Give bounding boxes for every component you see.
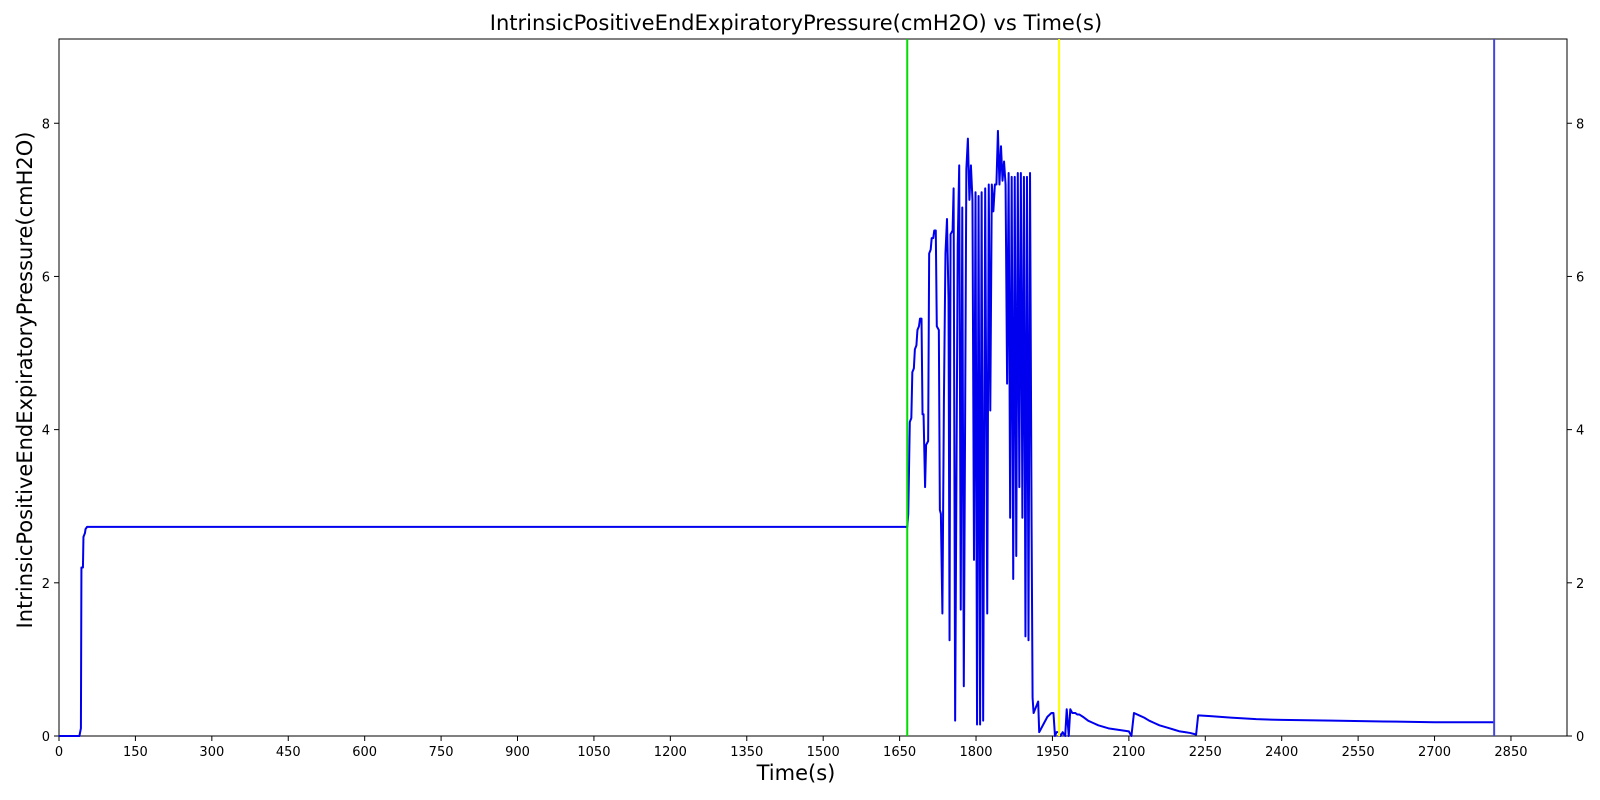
x-tick-label: 2250 [1189, 745, 1222, 760]
y-axis-label: IntrinsicPositiveEndExpiratoryPressure(c… [13, 132, 37, 629]
x-tick-label: 2400 [1265, 745, 1298, 760]
x-tick-label: 2850 [1494, 745, 1527, 760]
x-tick-label: 1800 [959, 745, 992, 760]
y-tick-label-right: 0 [1576, 730, 1584, 745]
plot-area: 0 150 300 450 600 750 900 1050 1200 1350 1500 1650 1… [42, 38, 1584, 760]
y-tick-label-left: 4 [42, 424, 50, 439]
x-tick-label: 750 [429, 745, 454, 760]
x-tick-label: 150 [123, 745, 148, 760]
x-tick-label: 900 [505, 745, 530, 760]
plot-frame [58, 38, 1568, 737]
y-tick-label-left: 6 [42, 270, 50, 285]
y-tick-label-right: 4 [1576, 424, 1584, 439]
x-tick-label: 0 [55, 745, 63, 760]
y-tick-label-left: 2 [42, 577, 50, 592]
y-tick-label-right: 2 [1576, 577, 1584, 592]
x-tick-label: 1650 [883, 745, 916, 760]
x-tick-label: 2550 [1342, 745, 1375, 760]
y-tick-label-left: 0 [42, 730, 50, 745]
chart-title: IntrinsicPositiveEndExpiratoryPressure(c… [490, 11, 1102, 35]
x-tick-label: 450 [276, 745, 301, 760]
x-tick-label: 1950 [1036, 745, 1069, 760]
x-tick-label: 1350 [730, 745, 763, 760]
series-line-0 [59, 129, 1495, 737]
x-tick-label: 1200 [654, 745, 687, 760]
x-axis-label: Time(s) [756, 761, 836, 785]
x-tick-label: 300 [199, 745, 224, 760]
x-tick-label: 2100 [1112, 745, 1145, 760]
y-tick-label-left: 8 [42, 117, 50, 132]
y-tick-label-right: 6 [1576, 270, 1584, 285]
x-tick-label: 2700 [1418, 745, 1451, 760]
x-tick-label: 1050 [577, 745, 610, 760]
x-tick-label: 600 [352, 745, 377, 760]
x-tick-label: 1500 [807, 745, 840, 760]
y-tick-label-right: 8 [1576, 117, 1584, 132]
